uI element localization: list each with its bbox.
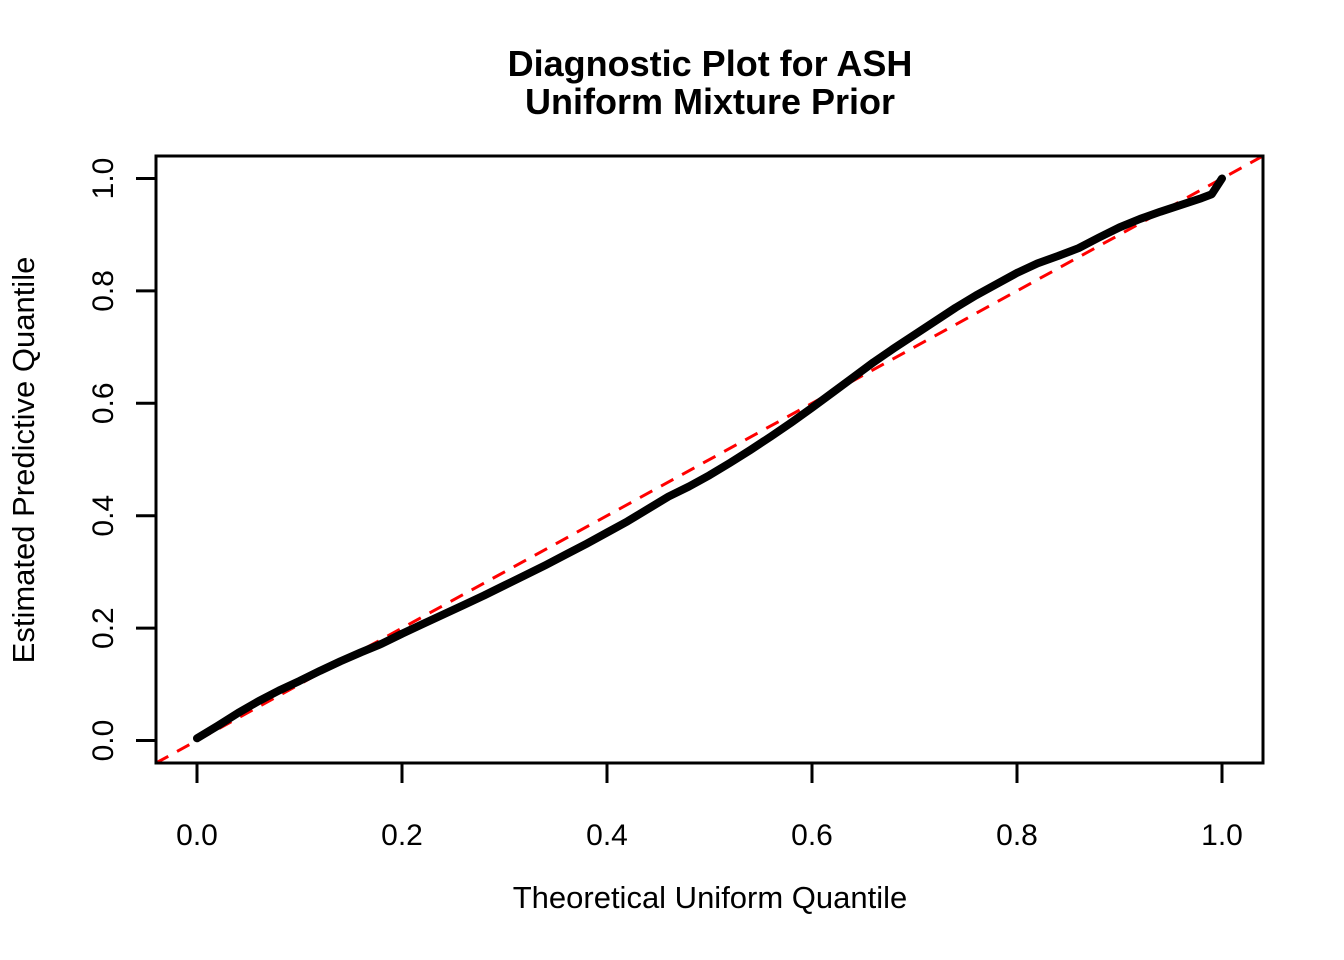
plot-box-frame bbox=[154, 154, 1265, 765]
identity-line bbox=[155, 154, 1264, 765]
y-tick-label: 0.2 bbox=[87, 607, 120, 649]
y-tick-label: 1.0 bbox=[87, 158, 120, 200]
y-tick-label: 0.0 bbox=[87, 720, 120, 762]
y-tick-label: 0.8 bbox=[87, 270, 120, 312]
y-tick-label: 0.4 bbox=[87, 495, 120, 537]
y-axis-title: Estimated Predictive Quantile bbox=[6, 257, 41, 664]
x-tick-label: 0.0 bbox=[176, 819, 218, 852]
plot-box bbox=[154, 154, 1265, 765]
y-axis: 0.0 0.2 0.4 0.6 0.8 1.0 bbox=[87, 158, 156, 762]
y-tick-label: 0.6 bbox=[87, 382, 120, 424]
estimated-predictive-quantile-curve bbox=[193, 174, 1226, 743]
x-tick-label: 0.2 bbox=[381, 819, 423, 852]
x-tick-label: 1.0 bbox=[1201, 819, 1243, 852]
quantile-curve bbox=[193, 174, 1226, 743]
x-tick-label: 0.4 bbox=[586, 819, 628, 852]
plot-title-line2: Uniform Mixture Prior bbox=[525, 81, 895, 122]
plot-title-line1: Diagnostic Plot for ASH bbox=[508, 43, 913, 84]
identity-reference-line bbox=[155, 154, 1264, 765]
x-tick-label: 0.8 bbox=[996, 819, 1038, 852]
x-tick-label: 0.6 bbox=[791, 819, 833, 852]
x-axis: 0.0 0.2 0.4 0.6 0.8 1.0 bbox=[176, 763, 1243, 852]
x-axis-title: Theoretical Uniform Quantile bbox=[513, 880, 908, 915]
